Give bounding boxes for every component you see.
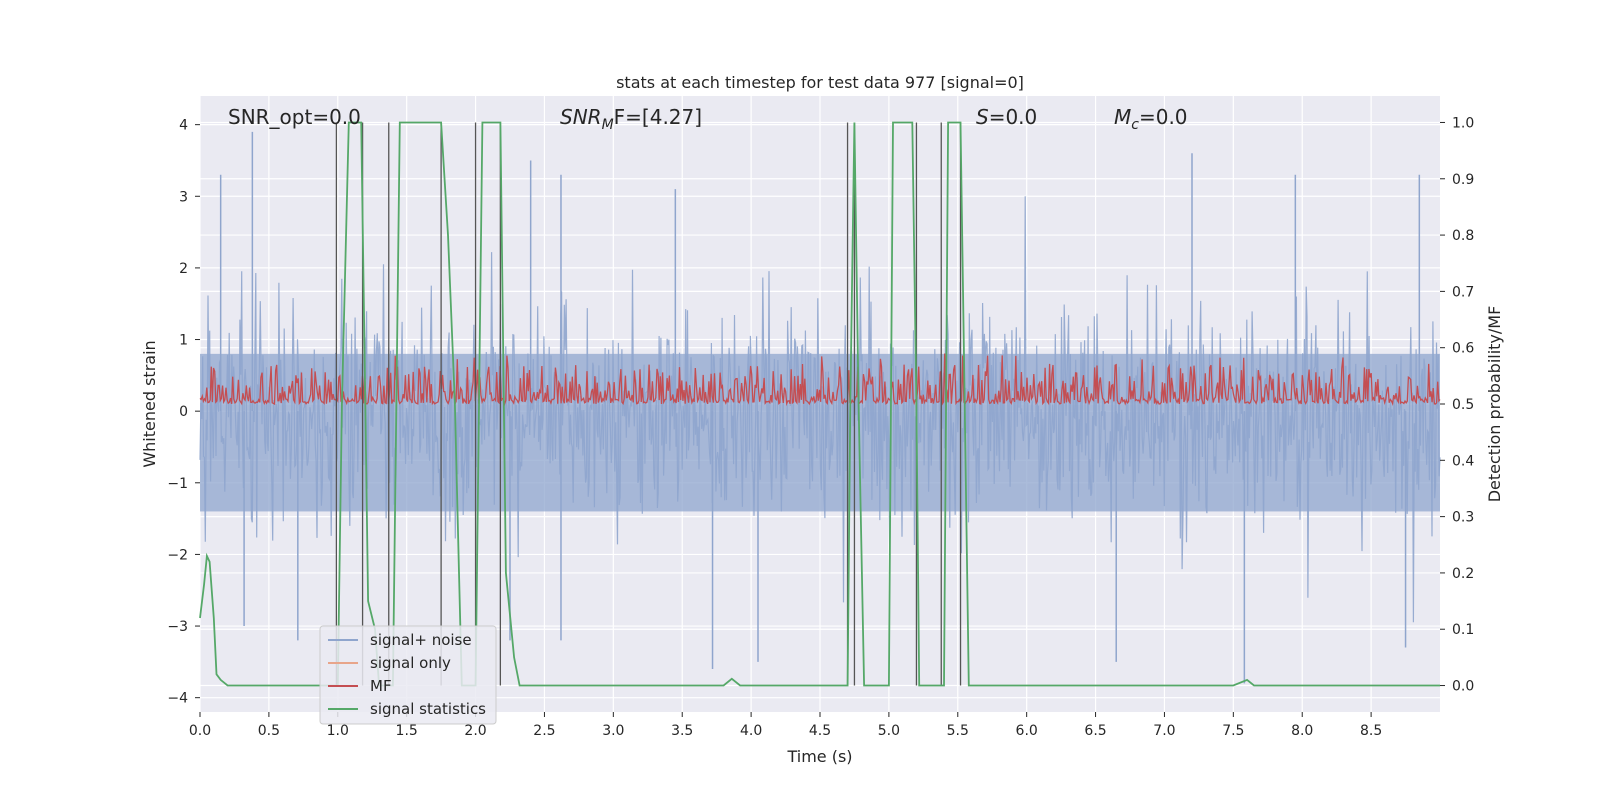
y-tick-label: −1: [167, 476, 188, 492]
x-axis-label: Time (s): [786, 747, 852, 766]
legend-label: signal statistics: [370, 700, 486, 718]
y-tick-label: 1: [179, 333, 188, 349]
x-tick-label: 6.5: [1084, 723, 1106, 739]
x-tick-label: 6.0: [1016, 723, 1038, 739]
snr-mf-annotation: SNRMF=[4.27]: [560, 105, 702, 133]
legend-box: [319, 625, 497, 725]
x-tick-label: 3.0: [602, 723, 624, 739]
y2-tick-label: 0.6: [1452, 341, 1474, 357]
x-axis-ticks: 0.0 0.5 1.0 1.5 2.0 2.5 3.0 3.5 4.0 4.5 5.0 5.5 6.0 6…: [189, 712, 1382, 739]
y2-tick-label: 0.2: [1452, 566, 1474, 582]
mf-series: [199, 353, 1441, 407]
x-tick-label: 8.5: [1360, 723, 1382, 739]
x-tick-label: 2.5: [533, 723, 555, 739]
x-tick-label: 0.5: [258, 723, 280, 739]
signal-statistics-series: [199, 121, 1440, 687]
y2-tick-label: 0.7: [1452, 284, 1474, 300]
legend: signal+ noise signal only MF signal statist…: [319, 625, 497, 725]
x-tick-label: 2.0: [464, 723, 486, 739]
x-tick-label: 3.5: [671, 723, 693, 739]
x-tick-label: 5.5: [947, 723, 969, 739]
x-tick-label: 5.0: [878, 723, 900, 739]
s-annotation: S=0.0: [976, 105, 1037, 129]
signal-noise-series: [199, 131, 1441, 684]
signal-statistics-line: [199, 121, 1440, 687]
mc-main: M: [1114, 105, 1131, 129]
mc-annotation: Mc=0.0: [1114, 105, 1188, 133]
s-main: S: [976, 105, 989, 129]
x-tick-label: 7.0: [1153, 723, 1175, 739]
mc-rest: =0.0: [1139, 105, 1188, 129]
y2-tick-label: 0.9: [1452, 172, 1474, 188]
mc-sub: c: [1131, 117, 1139, 133]
snr-opt-annotation: SNR_opt=0.0: [228, 105, 361, 129]
signal-noise-band: [200, 353, 1440, 512]
y-tick-label: −2: [167, 547, 188, 563]
y-axis-label: Whitened strain: [140, 340, 159, 467]
y2-axis-label: Detection probability/MF: [1485, 306, 1504, 503]
y-tick-label: −4: [167, 691, 188, 707]
y-tick-label: 3: [179, 189, 188, 205]
snr-mf-main: SNR: [560, 105, 602, 129]
y2-tick-label: 0.4: [1452, 453, 1474, 469]
y2-axis-ticks: 1.0 0.9 0.8 0.7 0.6 0.5 0.4 0.3 0.2 0.1 0.0: [1440, 115, 1474, 695]
x-tick-label: 1.0: [327, 723, 349, 739]
x-tick-label: 1.5: [396, 723, 418, 739]
x-tick-label: 0.0: [189, 723, 211, 739]
y-tick-label: 2: [179, 261, 188, 277]
y-tick-label: 4: [179, 118, 188, 134]
y2-tick-label: 0.1: [1452, 622, 1474, 638]
y2-tick-label: 0.8: [1452, 228, 1474, 244]
snr-mf-sub: M: [602, 117, 614, 133]
y2-tick-label: 0.5: [1452, 397, 1474, 413]
x-tick-label: 7.5: [1222, 723, 1244, 739]
x-tick-label: 4.5: [809, 723, 831, 739]
y2-tick-label: 0.0: [1452, 679, 1474, 695]
x-tick-label: 4.0: [740, 723, 762, 739]
legend-label: signal+ noise: [370, 631, 472, 649]
mf-trace: [199, 353, 1441, 407]
y-tick-label: 0: [179, 404, 188, 420]
snr-mf-rest: F=[4.27]: [614, 105, 702, 129]
legend-label: signal only: [370, 654, 451, 672]
y2-tick-label: 0.3: [1452, 510, 1474, 526]
y-tick-label: −3: [167, 619, 188, 635]
chart-title: stats at each timestep for test data 977…: [616, 73, 1024, 92]
x-tick-label: 8.0: [1291, 723, 1313, 739]
s-rest: =0.0: [989, 105, 1038, 129]
y-axis-ticks: 4 3 2 1 0 −1 −2 −3 −4: [167, 118, 200, 707]
legend-label: MF: [370, 677, 392, 695]
y2-tick-label: 1.0: [1452, 115, 1474, 131]
